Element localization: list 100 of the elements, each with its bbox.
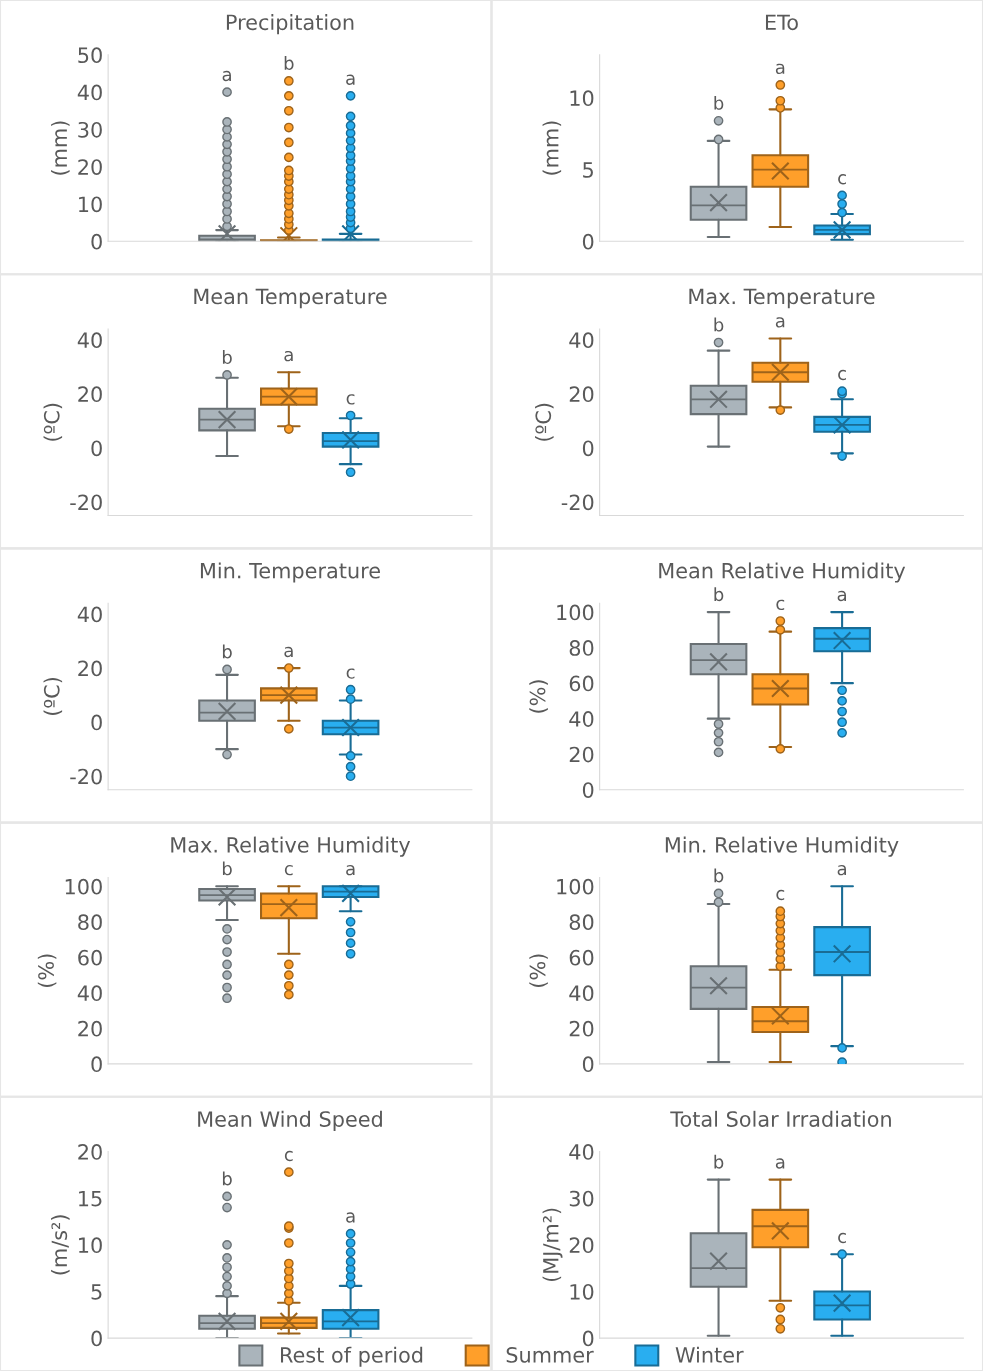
y-tick-label: 0 (582, 782, 594, 798)
annotation: a (775, 63, 785, 74)
y-tick-label: 20 (78, 1020, 102, 1037)
y-tick-label: 0 (91, 1056, 102, 1073)
y-tick-label: -20 (70, 768, 102, 785)
legend-label: Rest of period (281, 1346, 423, 1367)
chart-title: ETo (765, 14, 798, 31)
y-tick-label: 80 (569, 914, 594, 931)
y-tick-label: 50 (78, 47, 102, 64)
y-tick-label: 40 (569, 985, 594, 1002)
y-tick-label: 40 (77, 84, 102, 101)
chart-title: Mean Relative Humidity (659, 562, 906, 583)
text: a (775, 317, 785, 328)
chart-title: Mean Wind Speed (198, 1110, 382, 1131)
annotation: b (714, 95, 724, 110)
annotation: a (775, 1158, 785, 1169)
y-tick-label: 40 (77, 332, 102, 349)
chart-title: Mean Temperature (194, 288, 387, 309)
y-tick-label: 0 (91, 1330, 102, 1347)
y-tick-label: 40 (569, 332, 594, 349)
y-tick-label: 30 (569, 1190, 594, 1207)
y-tick-label: 20 (569, 1237, 594, 1254)
annotation: a (284, 646, 293, 658)
y-tick-label: -20 (70, 494, 102, 511)
y-tick-label: 20 (569, 746, 594, 763)
annotation: c (838, 1232, 846, 1244)
annotation: b (714, 1154, 724, 1169)
text: a (837, 864, 846, 876)
y-tick-label: 10 (79, 196, 102, 213)
annotation: b (284, 56, 294, 70)
chart-title: Total Solar Irradiation (670, 1110, 891, 1127)
legend-label: Summer (506, 1347, 594, 1363)
annotation: c (776, 599, 785, 611)
y-tick-label: 0 (582, 1056, 594, 1073)
y-axis-title: (ºC) (43, 677, 63, 715)
annotation: b (714, 317, 724, 332)
y-axis-title: (MJ/m²) (542, 1208, 563, 1282)
y-tick-label: -20 (561, 494, 594, 511)
annotation: a (284, 350, 293, 362)
annotation: c (838, 369, 846, 381)
y-axis-title: (mm) (542, 121, 562, 175)
y-tick-label: 0 (91, 714, 102, 731)
text: b (714, 587, 724, 602)
y-tick-label: 0 (91, 440, 102, 457)
y-axis-title: (%) (529, 680, 548, 713)
annotation: b (714, 868, 724, 883)
y-tick-label: 15 (79, 1190, 102, 1207)
y-tick-label: 40 (569, 711, 594, 727)
text: c (284, 864, 293, 876)
y-tick-label: 20 (78, 386, 102, 403)
y-axis-title: (ºC) (43, 403, 63, 441)
y-axis-title: (m/s²) (51, 1215, 70, 1275)
legend-label: Winter (675, 1346, 744, 1363)
y-tick-label: 60 (569, 675, 594, 692)
chart-title: Max. Temperature (689, 288, 875, 309)
y-tick-label: 0 (582, 1330, 594, 1347)
y-axis-title: (%) (37, 954, 57, 987)
annotation: c (346, 668, 355, 679)
y-tick-label: 80 (569, 640, 594, 656)
y-tick-label: 40 (569, 1144, 594, 1160)
y-tick-label: 100 (557, 878, 594, 895)
y-tick-label: 10 (79, 1237, 102, 1254)
y-tick-label: 20 (78, 159, 102, 175)
y-tick-label: 60 (569, 949, 594, 966)
y-tick-label: 5 (583, 162, 593, 178)
chart-title: Precipitation (226, 14, 354, 35)
y-tick-label: 20 (78, 660, 102, 677)
chart-title: Min. Relative Humidity (665, 836, 899, 857)
annotation: b (222, 350, 232, 365)
y-tick-label: 40 (77, 606, 102, 623)
y-tick-label: 80 (78, 914, 102, 931)
y-tick-label: 30 (78, 121, 102, 138)
y-tick-label: 0 (91, 233, 102, 250)
y-tick-label: 40 (77, 985, 102, 1002)
text: a (837, 590, 846, 602)
y-tick-label: 20 (78, 1144, 102, 1160)
text: a (346, 864, 355, 876)
annotation: c (838, 174, 846, 185)
y-tick-label: 100 (557, 604, 594, 621)
y-tick-label: 60 (78, 949, 102, 966)
annotation: b (222, 1171, 232, 1186)
y-tick-label: 10 (570, 1283, 594, 1300)
y-tick-label: 0 (582, 440, 594, 457)
chart-title: Max. Relative Humidity (171, 836, 411, 857)
y-tick-label: 0 (582, 233, 594, 250)
annotation: a (346, 74, 355, 85)
text: b (222, 861, 232, 876)
y-axis-title: (%) (529, 954, 548, 987)
annotation: c (284, 1150, 293, 1162)
y-axis-title: (mm) (51, 121, 70, 175)
annotation: a (346, 1212, 355, 1223)
y-tick-label: 100 (65, 878, 102, 895)
y-tick-label: 10 (570, 90, 594, 107)
y-axis-title: (ºC) (535, 403, 554, 441)
chart-title: Min. Temperature (200, 562, 380, 583)
annotation: c (346, 394, 355, 405)
annotation: c (776, 889, 785, 901)
y-tick-label: 20 (569, 1020, 594, 1037)
y-tick-label: 20 (569, 386, 594, 403)
annotation: b (222, 644, 232, 659)
